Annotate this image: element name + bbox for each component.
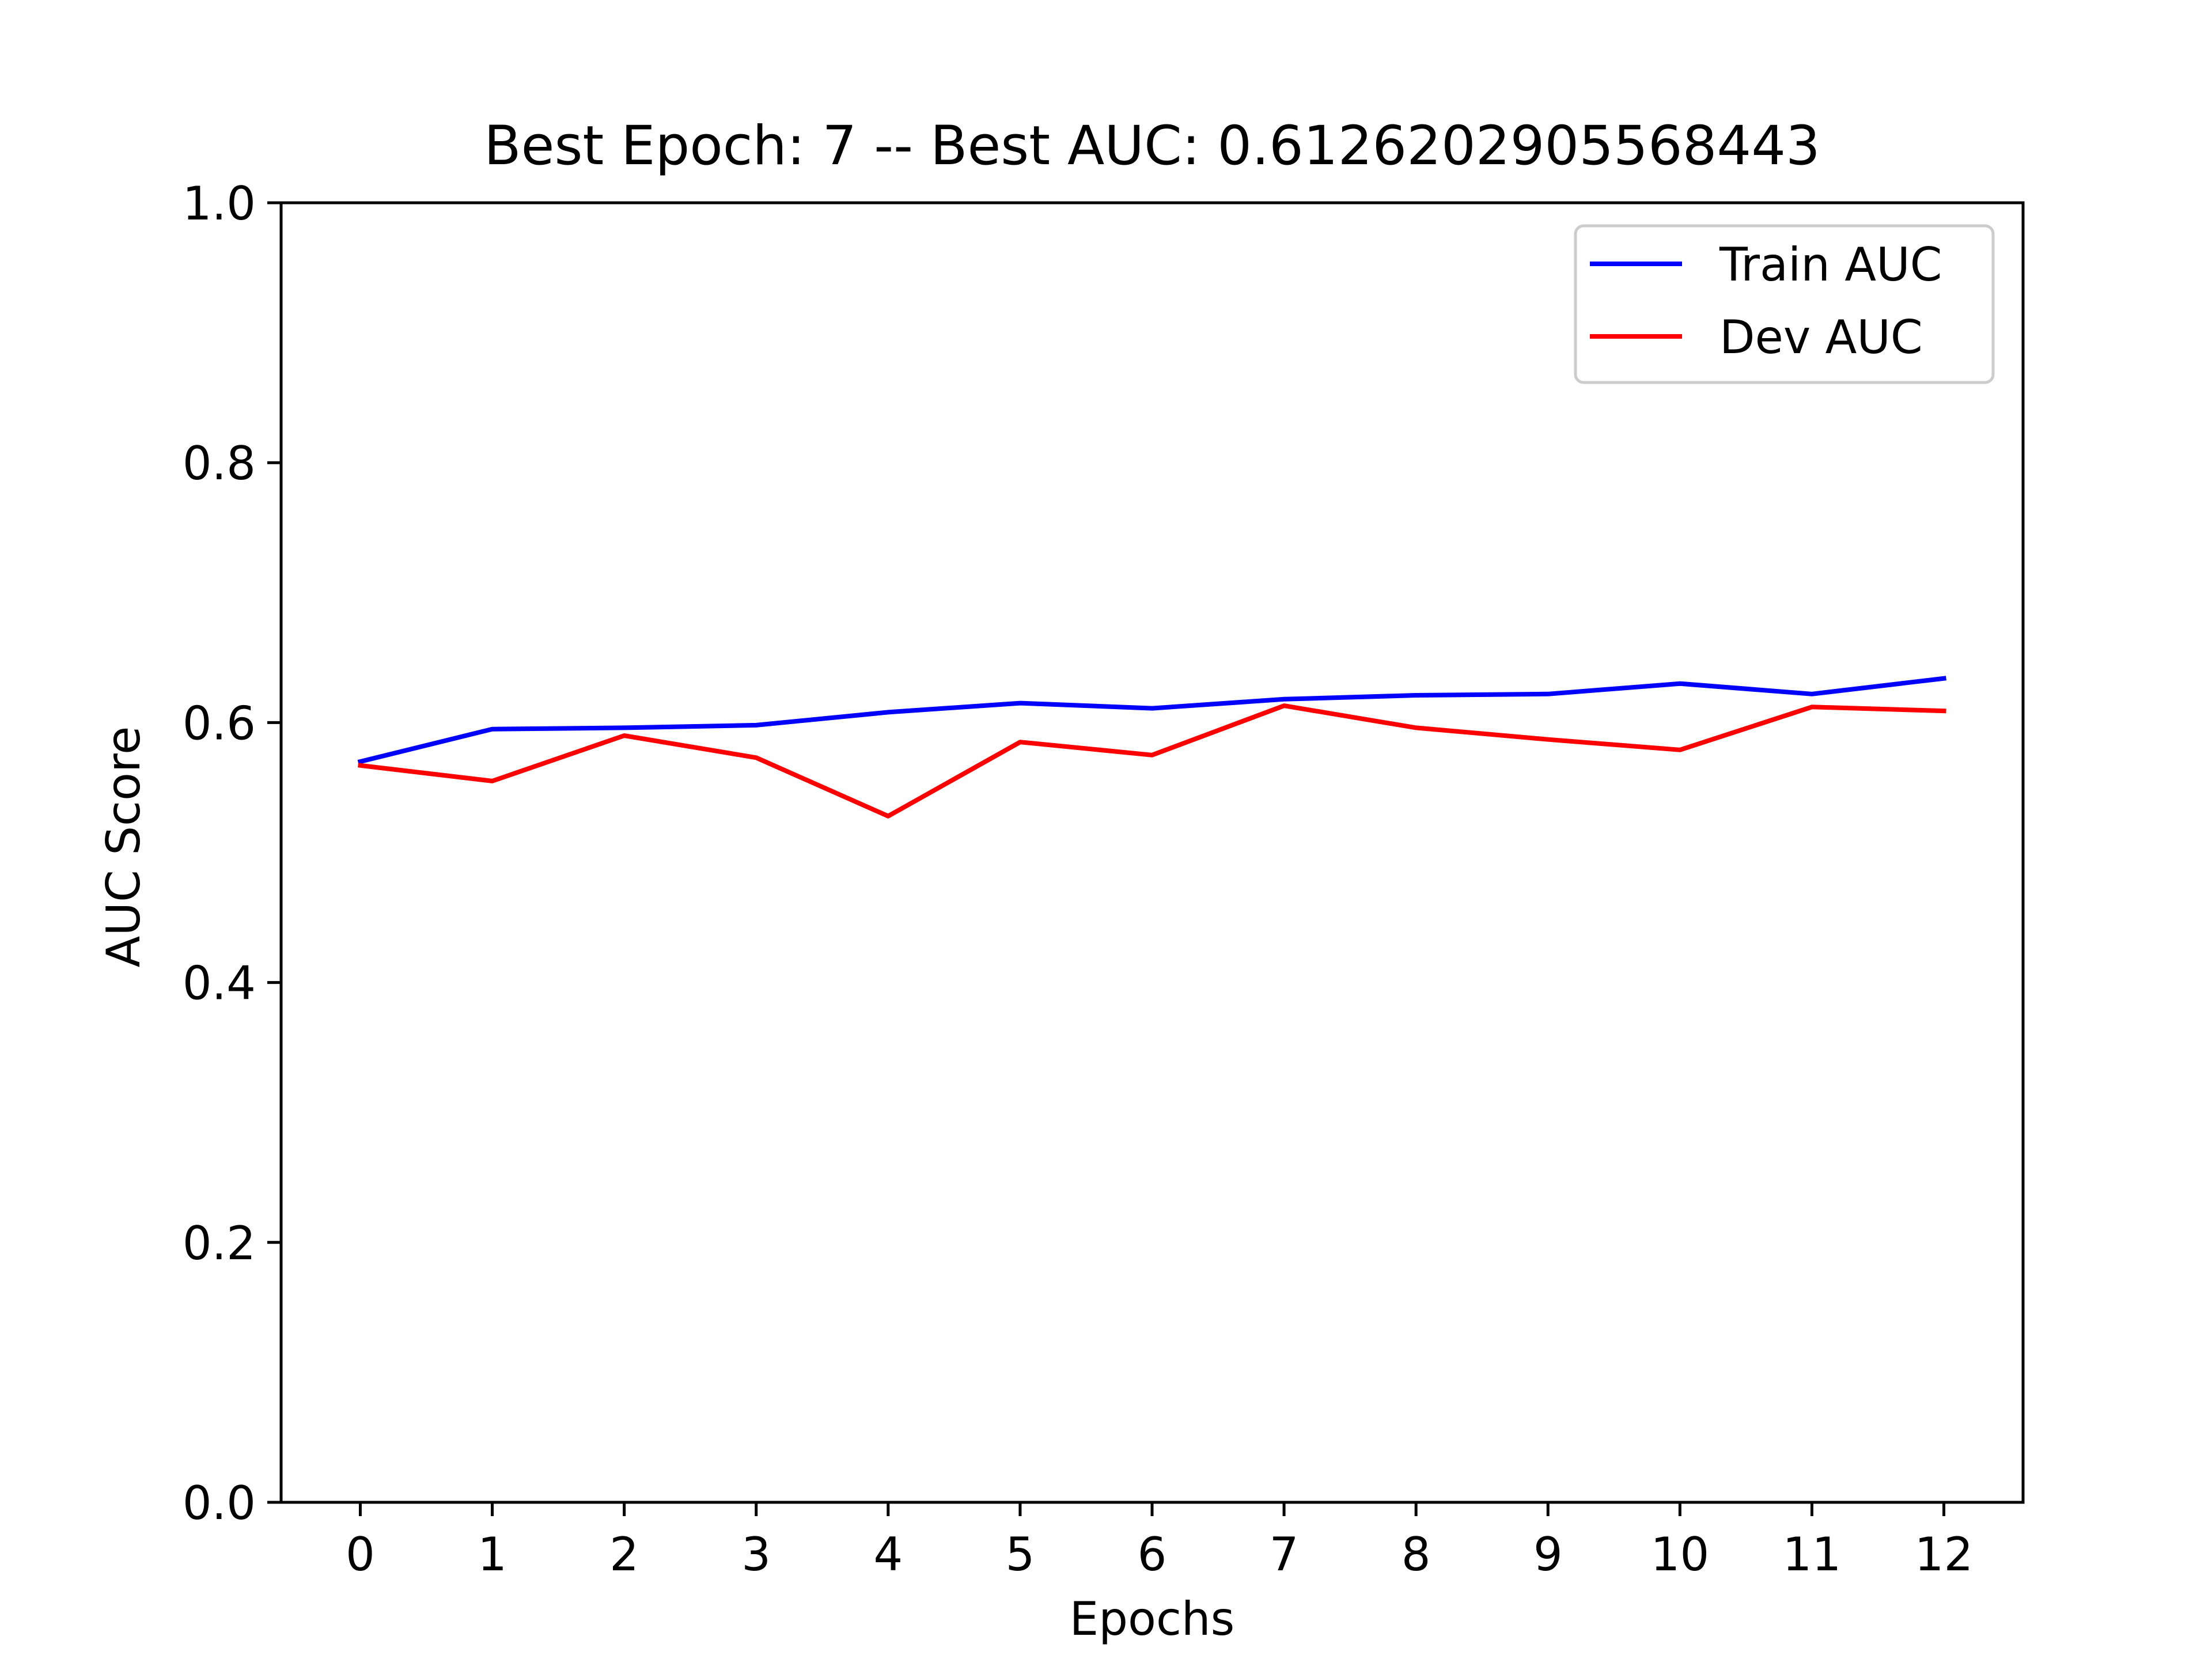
series-layer	[357, 676, 1946, 819]
y-axis-label: AUC Score	[97, 726, 150, 968]
y-tick-label: 0.8	[183, 437, 256, 490]
x-tick-label: 7	[1270, 1528, 1299, 1581]
x-tick-label: 3	[741, 1528, 771, 1581]
x-tick-label: 5	[1005, 1528, 1035, 1581]
x-tick-label: 12	[1915, 1528, 1974, 1581]
x-tick-label: 11	[1783, 1528, 1842, 1581]
x-tick-label: 4	[873, 1528, 903, 1581]
series-line-dev-auc	[358, 703, 1946, 819]
legend: Train AUC Dev AUC	[1574, 224, 1995, 384]
x-tick-label: 9	[1533, 1528, 1563, 1581]
x-tick-label: 8	[1402, 1528, 1431, 1581]
y-tick-label: 0.4	[183, 957, 256, 1010]
chart-title: Best Epoch: 7 -- Best AUC: 0.61262029055…	[484, 115, 1820, 177]
x-axis: 0 1 2 3 4 5 6 7 8 9 10 11 12	[346, 1502, 1973, 1581]
y-tick-label: 1.0	[183, 177, 256, 230]
series-line-train-auc	[357, 676, 1946, 764]
y-tick-label: 0.0	[183, 1476, 256, 1530]
x-tick-label: 0	[346, 1528, 375, 1581]
y-tick-label: 0.2	[183, 1217, 256, 1270]
legend-items: Train AUC Dev AUC	[1590, 238, 1942, 364]
x-tick-label: 10	[1650, 1528, 1709, 1581]
x-tick-label: 6	[1138, 1528, 1167, 1581]
x-axis-label: Epochs	[1070, 1592, 1235, 1646]
legend-label-dev-auc: Dev AUC	[1719, 310, 1923, 364]
y-axis: 0.0 0.2 0.4 0.6 0.8 1.0	[183, 177, 281, 1530]
x-tick-label: 2	[609, 1528, 639, 1581]
y-tick-label: 0.6	[183, 696, 256, 750]
x-tick-label: 1	[478, 1528, 507, 1581]
legend-label-train-auc: Train AUC	[1719, 238, 1942, 291]
